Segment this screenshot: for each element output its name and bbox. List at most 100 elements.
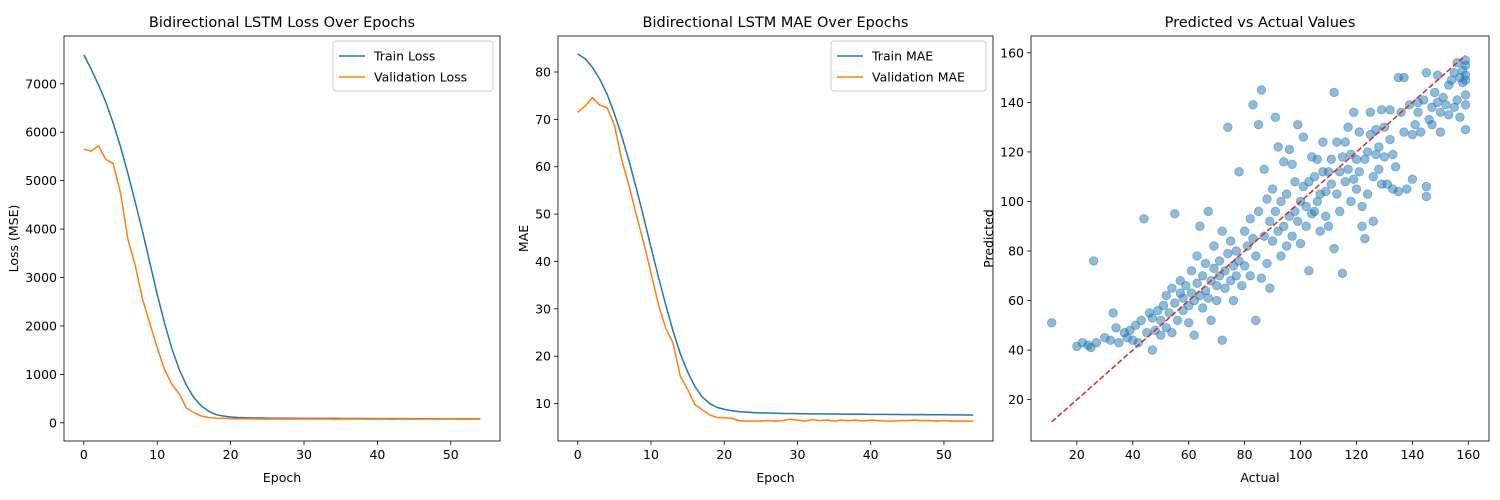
scatter-point [1203, 293, 1213, 303]
scatter-point [1346, 196, 1356, 207]
scatter-point [1265, 283, 1275, 293]
chart-title: Predicted vs Actual Values [1165, 15, 1356, 31]
legend-label: Train MAE [871, 49, 933, 64]
scatter-point [1172, 315, 1183, 326]
scatter-point [1108, 308, 1118, 318]
scatter-point [1379, 152, 1390, 162]
x-tick-label: 30 [296, 447, 312, 462]
scatter-point [1430, 87, 1440, 98]
scatter-point [1312, 154, 1323, 165]
scatter-point [1197, 271, 1208, 281]
scatter-point [1251, 251, 1261, 261]
scatter-point [1239, 261, 1250, 271]
scatter-point [1418, 95, 1429, 105]
scatter-point [1237, 280, 1247, 291]
scatter-point [1211, 280, 1222, 291]
x-tick-label: 10 [149, 447, 165, 462]
scatter-point [1287, 159, 1297, 170]
scatter-point [1329, 87, 1339, 98]
scatter-point [1209, 241, 1219, 251]
scatter-point [1309, 171, 1320, 182]
scatter-point [1262, 194, 1272, 204]
scatter-point [1323, 221, 1334, 231]
scatter-point [1295, 238, 1306, 249]
scatter-point [1239, 226, 1250, 236]
scatter-point [1265, 216, 1275, 226]
y-tick-label: 5000 [25, 173, 57, 188]
series-line-validation-loss [83, 145, 481, 420]
scatter-point [1186, 266, 1197, 276]
scatter-point [1460, 60, 1471, 70]
series-line-train-mae [577, 53, 974, 416]
scatter-point [1399, 127, 1409, 137]
scatter-point [1374, 164, 1384, 174]
axes-frame [1030, 35, 1490, 442]
legend-label: Train Loss [373, 49, 435, 64]
scatter-point [1301, 221, 1311, 231]
scatter-point [1421, 67, 1432, 78]
x-tick-label: 40 [369, 447, 385, 462]
scatter-point [1416, 127, 1426, 137]
scatter-point [1270, 206, 1281, 217]
legend: Train MAE Validation MAE [830, 40, 987, 92]
scatter-point [1192, 278, 1202, 288]
scatter-point [1460, 100, 1471, 110]
axes-frame [557, 35, 994, 442]
scatter-point [1231, 271, 1241, 281]
legend: Train Loss Validation Loss [332, 40, 494, 92]
scatter-point [1407, 129, 1418, 140]
plot-area [83, 54, 481, 420]
scatter-point [1256, 85, 1267, 95]
y-tick-label: 140 [1000, 95, 1024, 110]
scatter-point [1223, 248, 1233, 259]
scatter-point [1245, 271, 1255, 281]
scatter-point [1270, 112, 1281, 122]
x-tick-label: 60 [1181, 447, 1197, 462]
scatter-point [1337, 268, 1348, 279]
scatter-point [1321, 211, 1331, 222]
x-tick-label: 0 [80, 447, 88, 462]
y-tick-label: 70 [535, 112, 551, 127]
scatter-point [1105, 335, 1116, 345]
y-tick-label: 80 [535, 65, 551, 80]
x-tick-label: 80 [1237, 447, 1253, 462]
scatter-point [1217, 226, 1227, 236]
scatter-point [1332, 137, 1342, 147]
scatter-point [1357, 221, 1367, 231]
scatter-point [1354, 167, 1364, 177]
scatter-point [1136, 315, 1146, 326]
scatter-point [1435, 107, 1446, 117]
scatter-point [1161, 290, 1172, 301]
x-tick-label: 40 [863, 447, 879, 462]
x-tick-label: 30 [790, 447, 806, 462]
scatter-point [1203, 206, 1213, 217]
scatter-point [1362, 147, 1373, 157]
y-tick-label: 3000 [25, 270, 57, 285]
scatter-point [1158, 300, 1169, 311]
scatter-point [1091, 337, 1102, 348]
x-axis-label: Epoch [756, 470, 794, 485]
y-axis-label: MAE [516, 225, 531, 252]
scatter-point [1214, 256, 1225, 266]
axes-frame [63, 35, 501, 442]
scatter-point [1156, 330, 1166, 340]
scatter-point [1318, 137, 1328, 147]
scatter-point [1334, 206, 1345, 217]
scatter-point [1340, 137, 1350, 147]
scatter-point [1460, 90, 1471, 100]
scatter-point [1242, 241, 1253, 251]
scatter-point [1231, 246, 1241, 256]
scatter-point [1287, 231, 1297, 241]
scatter-point [1460, 124, 1471, 135]
scatter-point [1293, 216, 1303, 226]
ideal-fit-line [1051, 54, 1467, 423]
y-tick-label: 160 [1000, 45, 1024, 60]
series-line-train-loss [83, 54, 481, 420]
scatter-point [1360, 233, 1370, 244]
scatter-point [1170, 298, 1180, 308]
scatter-point [1284, 144, 1295, 155]
scatter-point [1315, 226, 1325, 236]
y-tick-label: 60 [1008, 293, 1024, 308]
x-tick-label: 140 [1400, 447, 1424, 462]
